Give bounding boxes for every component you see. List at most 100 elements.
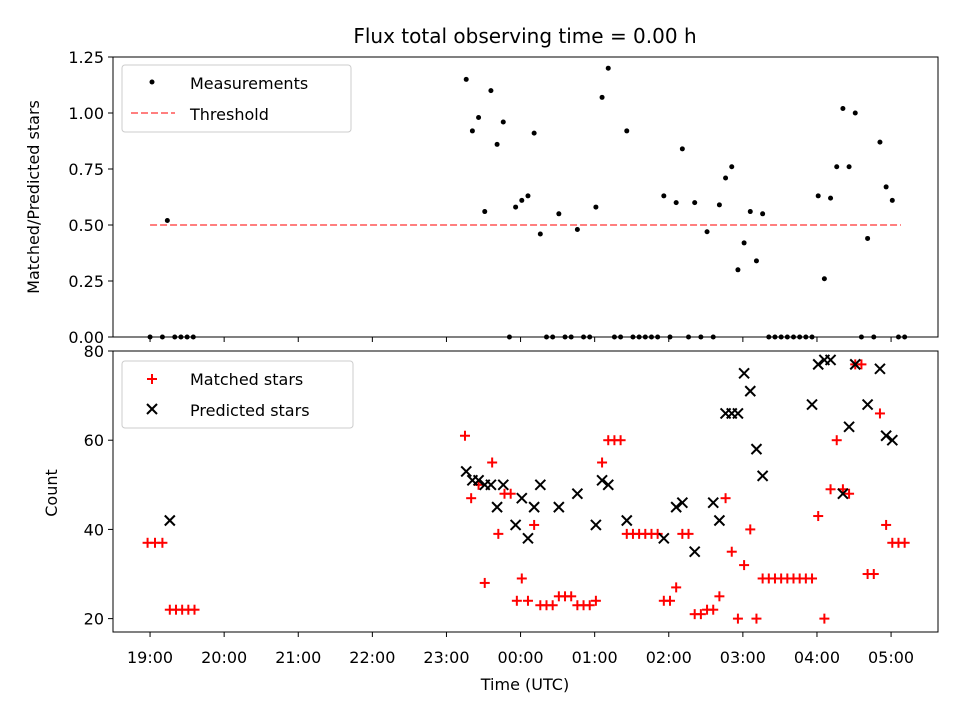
predicted-star-point [590,519,602,531]
measurement-point [834,164,840,170]
predicted-star-point [812,358,824,371]
predicted-star-point [886,434,899,446]
legend-predicted-label: Predicted stars [190,401,310,420]
measurement-point [556,211,562,217]
measurement-point [877,139,883,145]
measurement-point [840,106,846,112]
predicted-star-point [534,479,547,491]
predicted-star-point [880,430,892,442]
measurement-point [679,146,685,152]
matched-star-point [493,528,504,539]
predicted-star-point [843,421,855,433]
matched-star-point [708,604,719,615]
predicted-star-point [861,398,874,411]
matched-star-point [856,359,867,370]
legend-matched-label: Matched stars [190,370,303,389]
matched-star-point [516,573,527,584]
top-legend: Measurements Threshold [121,64,352,133]
measurement-point [593,204,599,210]
matched-star-point [529,519,540,530]
matched-star-point [479,577,490,588]
measurement-point [865,235,871,241]
measurement-point [482,209,488,215]
predicted-star-point [713,514,726,527]
matched-star-point [652,528,663,539]
matched-star-point [547,600,558,611]
measurement-point [519,197,525,203]
matched-star-point [720,493,731,504]
bottom-x-tick-label: 01:00 [572,648,618,667]
measurement-point [574,226,580,232]
measurement-point [815,193,821,199]
matched-star-point [615,435,626,446]
predicted-star-point [621,514,633,527]
top-panel: Flux total observing time = 0.00 h Match… [24,24,939,347]
predicted-star-point [806,398,818,411]
predicted-star-point [602,479,614,491]
measurement-point [624,128,630,134]
measurement-point [537,231,543,237]
measurement-point [741,240,747,246]
matched-star-point [566,591,577,602]
matched-star-point [671,582,682,593]
bottom-y-tick-label: 80 [84,342,104,361]
predicted-star-point [485,479,497,491]
bottom-y-tick-label: 20 [84,610,104,629]
measurement-point [531,130,537,136]
bottom-x-ticks: 19:00 20:00 21:00 22:00 23:00 00:00 01:00 02:00… [127,632,914,667]
predicted-stars-series [164,354,899,558]
matched-star-point [831,435,842,446]
bottom-x-tick-label: 19:00 [127,648,173,667]
matched-star-point [487,457,498,468]
measurement-point [846,164,852,170]
bottom-x-tick-label: 22:00 [349,648,395,667]
measurement-point [821,276,827,282]
matched-star-point [726,546,737,557]
predicted-star-point [744,385,756,397]
matched-star-point [157,537,168,548]
top-y-tick-label: 0.25 [68,272,104,291]
bottom-legend: Matched stars Predicted stars [121,360,354,429]
measurement-point [500,119,506,125]
matched-star-point [189,604,200,615]
measurement-point [889,197,895,203]
matched-star-point [819,613,830,624]
measurement-point [513,204,519,210]
matched-star-point [664,595,675,606]
measurement-point [488,88,494,94]
matched-star-point [511,595,522,606]
measurement-point [692,200,698,206]
bottom-legend-box [121,360,354,429]
matched-star-point [739,560,750,571]
matched-star-point [466,493,477,504]
matched-star-point [807,573,818,584]
measurement-point [747,209,753,215]
matched-star-point [868,569,879,580]
matched-star-point [874,408,885,419]
predicted-star-point [164,514,176,527]
matched-star-point [597,457,608,468]
measurement-point [729,164,735,170]
bottom-y-axis-label: Count [42,469,61,517]
bottom-axes-frame [112,350,939,633]
matched-star-point [590,595,601,606]
measurement-point [469,128,475,134]
bottom-x-tick-label: 20:00 [201,648,247,667]
measurement-point [753,258,759,264]
legend-threshold-label: Threshold [189,105,269,124]
measurement-point [599,94,605,100]
top-axes-frame [112,56,939,338]
matched-star-point [714,591,725,602]
matched-star-point [683,528,694,539]
predicted-star-point [497,479,509,491]
measurement-point [494,141,500,147]
matched-star-point [745,524,756,535]
measurement-point [463,76,469,82]
predicted-star-point [750,443,763,455]
measurement-point [723,175,729,181]
legend-measurements-marker [149,79,155,85]
bottom-x-tick-label: 21:00 [275,648,321,667]
bottom-x-tick-label: 03:00 [720,648,766,667]
bottom-y-tick-label: 40 [84,520,104,539]
measurement-point [704,229,710,235]
